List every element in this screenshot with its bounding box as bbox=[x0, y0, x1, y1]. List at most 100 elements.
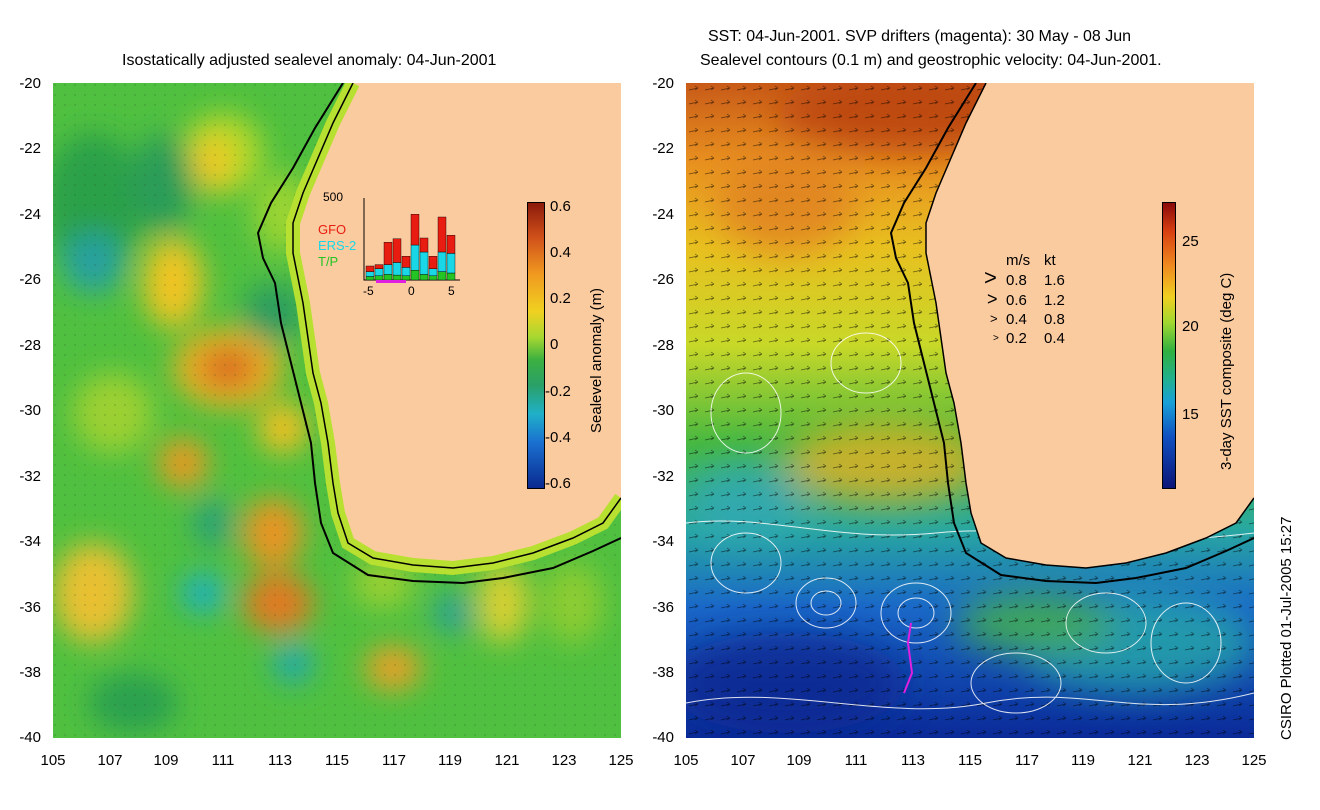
colorbar-tick: -0.2 bbox=[545, 383, 571, 400]
inset-bar-tp bbox=[383, 274, 393, 281]
right-y-tick: -24 bbox=[652, 206, 674, 223]
inset-bar-ers bbox=[428, 268, 438, 277]
inset-bar-tp bbox=[419, 274, 429, 281]
velocity-legend-kt: 1.6 bbox=[1044, 272, 1065, 289]
colorbar-tick: 20 bbox=[1182, 318, 1199, 335]
inset-ymax: 500 bbox=[323, 190, 344, 204]
left-y-tick: -30 bbox=[19, 402, 41, 419]
colorbar-tick: 0.6 bbox=[550, 198, 571, 215]
inset-bar-tp bbox=[392, 274, 402, 281]
velocity-arrow-icon: > bbox=[993, 333, 999, 344]
right-x-tick: 115 bbox=[958, 752, 982, 769]
inset-bar-tp bbox=[365, 276, 375, 281]
inset-bar-gfo bbox=[365, 265, 375, 272]
inset-bar-ers bbox=[446, 253, 456, 274]
right-y-tick: -36 bbox=[652, 599, 674, 616]
colorbar-tick: 0.2 bbox=[550, 290, 571, 307]
velocity-legend-ms: 0.8 bbox=[1006, 272, 1027, 289]
colorbar-tick: 0 bbox=[550, 336, 559, 353]
inset-time-marker bbox=[376, 280, 406, 283]
inset-x-tick: 5 bbox=[448, 284, 455, 298]
inset-x-tick: 0 bbox=[408, 284, 415, 298]
left-y-tick: -36 bbox=[19, 599, 41, 616]
velocity-arrow-icon: > bbox=[990, 311, 998, 326]
left-x-tick: 125 bbox=[608, 752, 634, 769]
right-x-tick: 113 bbox=[901, 752, 925, 769]
velocity-arrow-icon: > bbox=[987, 289, 998, 309]
inset-bar-chart bbox=[363, 198, 460, 283]
inset-bar-ers bbox=[419, 251, 429, 275]
left-x-tick: 113 bbox=[268, 752, 292, 769]
velocity-legend-ms: 0.4 bbox=[1006, 311, 1027, 328]
inset-bar-gfo bbox=[419, 237, 429, 253]
left-x-tick: 115 bbox=[325, 752, 349, 769]
right-x-tick: 125 bbox=[1241, 752, 1267, 769]
inset-bar-ers bbox=[383, 264, 393, 275]
inset-bar-gfo bbox=[410, 214, 420, 246]
right-x-tick: 109 bbox=[786, 752, 812, 769]
left-x-tick: 109 bbox=[153, 752, 179, 769]
inset-bar-tp bbox=[410, 269, 420, 281]
inset-legend-tp: T/P bbox=[318, 254, 339, 269]
velocity-legend-ms: 0.6 bbox=[1006, 292, 1027, 309]
right-y-tick: -20 bbox=[652, 75, 674, 92]
inset-bar-tp bbox=[428, 275, 438, 281]
left-x-tick: 117 bbox=[382, 752, 406, 769]
left-panel-title: Isostatically adjusted sealevel anomaly:… bbox=[122, 52, 497, 69]
left-y-tick: -20 bbox=[19, 75, 41, 92]
inset-bar-gfo bbox=[392, 238, 402, 263]
left-y-tick: -24 bbox=[19, 206, 41, 223]
colorbar-tick: -0.4 bbox=[545, 429, 571, 446]
left-y-tick: -22 bbox=[19, 140, 41, 157]
right-x-tick: 111 bbox=[844, 752, 868, 769]
inset-legend-gfo: GFO bbox=[318, 222, 347, 237]
inset-bar-ers bbox=[401, 267, 411, 277]
left-x-tick: 121 bbox=[494, 752, 520, 769]
velocity-legend-header-kt: kt bbox=[1044, 252, 1056, 269]
inset-bar-tp bbox=[437, 271, 447, 281]
inset-bar-tp bbox=[446, 272, 456, 281]
sst-colorbar bbox=[1162, 202, 1176, 489]
velocity-arrow-icon: > bbox=[984, 265, 997, 290]
left-y-tick: -38 bbox=[19, 664, 41, 681]
right-y-tick: -26 bbox=[652, 271, 674, 288]
right-x-tick: 107 bbox=[730, 752, 756, 769]
right-panel-title-line1: SST: 04-Jun-2001. SVP drifters (magenta)… bbox=[708, 28, 1132, 45]
right-y-tick: -28 bbox=[652, 337, 674, 354]
inset-bar-gfo bbox=[383, 242, 393, 265]
right-x-tick: 121 bbox=[1127, 752, 1153, 769]
left-y-tick: -40 bbox=[19, 729, 41, 746]
sst-map bbox=[686, 83, 1254, 738]
inset-bar-gfo bbox=[446, 235, 456, 254]
colorbar-tick: 25 bbox=[1182, 233, 1199, 250]
inset-x-tick: -5 bbox=[363, 284, 374, 298]
velocity-legend-kt: 1.2 bbox=[1044, 292, 1065, 309]
left-y-tick: -34 bbox=[19, 533, 41, 550]
right-y-tick: -34 bbox=[652, 533, 674, 550]
left-x-tick: 111 bbox=[211, 752, 235, 769]
sst-field bbox=[686, 83, 1254, 738]
altimeter-inset: 500 GFO ERS-2 T/P -5 0 5 bbox=[306, 188, 466, 300]
sealevel-colorbar bbox=[527, 202, 545, 489]
left-x-tick: 123 bbox=[551, 752, 577, 769]
inset-bar-gfo bbox=[437, 216, 447, 253]
sst-colorbar-label: 3-day SST composite (deg C) bbox=[1218, 272, 1235, 470]
right-x-tick: 117 bbox=[1015, 752, 1039, 769]
plot-credit: CSIRO Plotted 01-Jul-2005 15:27 bbox=[1278, 516, 1295, 740]
right-y-tick: -22 bbox=[652, 140, 674, 157]
inset-bar-gfo bbox=[428, 256, 438, 270]
inset-bar-tp bbox=[401, 275, 411, 281]
colorbar-tick: -0.6 bbox=[545, 475, 571, 492]
right-panel-title-line2: Sealevel contours (0.1 m) and geostrophi… bbox=[700, 52, 1162, 69]
right-x-tick: 123 bbox=[1184, 752, 1210, 769]
sealevel-anomaly-map bbox=[53, 83, 621, 738]
inset-legend-ers2: ERS-2 bbox=[318, 238, 357, 253]
velocity-legend-header-ms: m/s bbox=[1006, 252, 1031, 269]
left-y-tick: -32 bbox=[19, 468, 41, 485]
inset-bar-ers bbox=[437, 251, 447, 272]
right-y-tick: -30 bbox=[652, 402, 674, 419]
inset-bar-gfo bbox=[401, 256, 411, 268]
right-x-tick: 119 bbox=[1071, 752, 1095, 769]
right-y-tick: -32 bbox=[652, 468, 674, 485]
inset-bar-ers bbox=[374, 268, 384, 277]
